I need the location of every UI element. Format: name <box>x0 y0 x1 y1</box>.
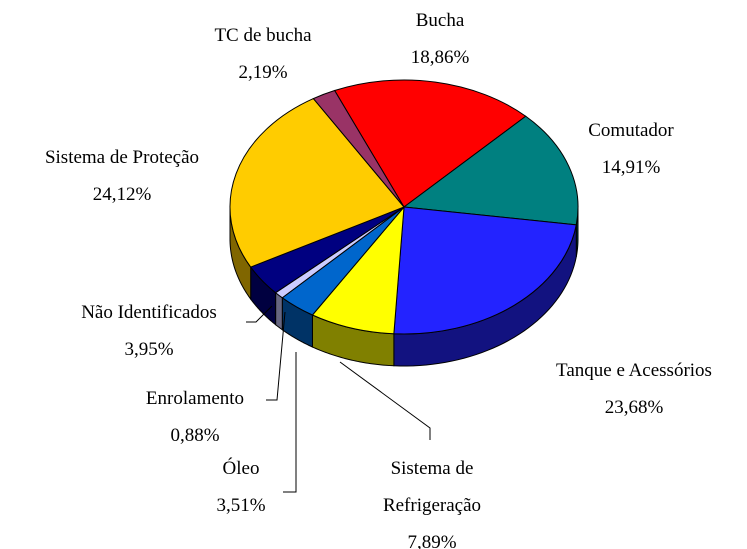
value-label: 3,51% <box>216 495 266 516</box>
category-label: Enrolamento <box>145 388 245 409</box>
category-label: Tanque e Acessórios <box>556 360 712 381</box>
slice-label: Sistema de Refrigeração 7,89% <box>362 450 502 549</box>
slice-label: TC de bucha 2,19% <box>133 17 393 91</box>
value-label: 14,91% <box>601 157 661 178</box>
category-label: Sistema de Refrigeração <box>382 458 482 516</box>
slice-label: Tanque e Acessórios 23,68% <box>504 352 747 426</box>
value-label: 0,88% <box>170 425 220 446</box>
value-label: 24,12% <box>92 184 152 205</box>
slice <box>229 97 405 268</box>
slice-label: Comutador 14,91% <box>501 112 747 186</box>
category-label: TC de bucha <box>214 25 312 46</box>
leader-line <box>283 352 297 493</box>
slice-label: Bucha 18,86% <box>310 2 570 76</box>
category-label: Óleo <box>222 458 260 479</box>
slice-label: Óleo 3,51% <box>111 450 371 524</box>
category-label: Sistema de Proteção <box>44 147 200 168</box>
slice <box>402 115 579 226</box>
value-label: 3,95% <box>124 339 174 360</box>
leader-lines <box>246 305 431 493</box>
leader-line <box>266 311 286 401</box>
value-label: 7,89% <box>407 532 457 549</box>
slice <box>333 79 527 208</box>
pie <box>229 79 579 367</box>
leader-line <box>246 305 273 323</box>
category-label: Não Identificados <box>81 302 217 323</box>
slice <box>393 206 577 335</box>
value-label: 23,68% <box>604 397 664 418</box>
slice-label: Enrolamento 0,88% <box>65 380 325 454</box>
slice <box>312 89 405 208</box>
slice-label: Não Identificados 3,95% <box>19 294 279 368</box>
category-label: Bucha <box>415 10 465 31</box>
slice-label: Sistema de Proteção 24,12% <box>0 139 252 213</box>
category-label: Comutador <box>588 120 674 141</box>
leader-line <box>339 361 431 440</box>
value-label: 18,86% <box>410 47 470 68</box>
value-label: 2,19% <box>238 62 288 83</box>
